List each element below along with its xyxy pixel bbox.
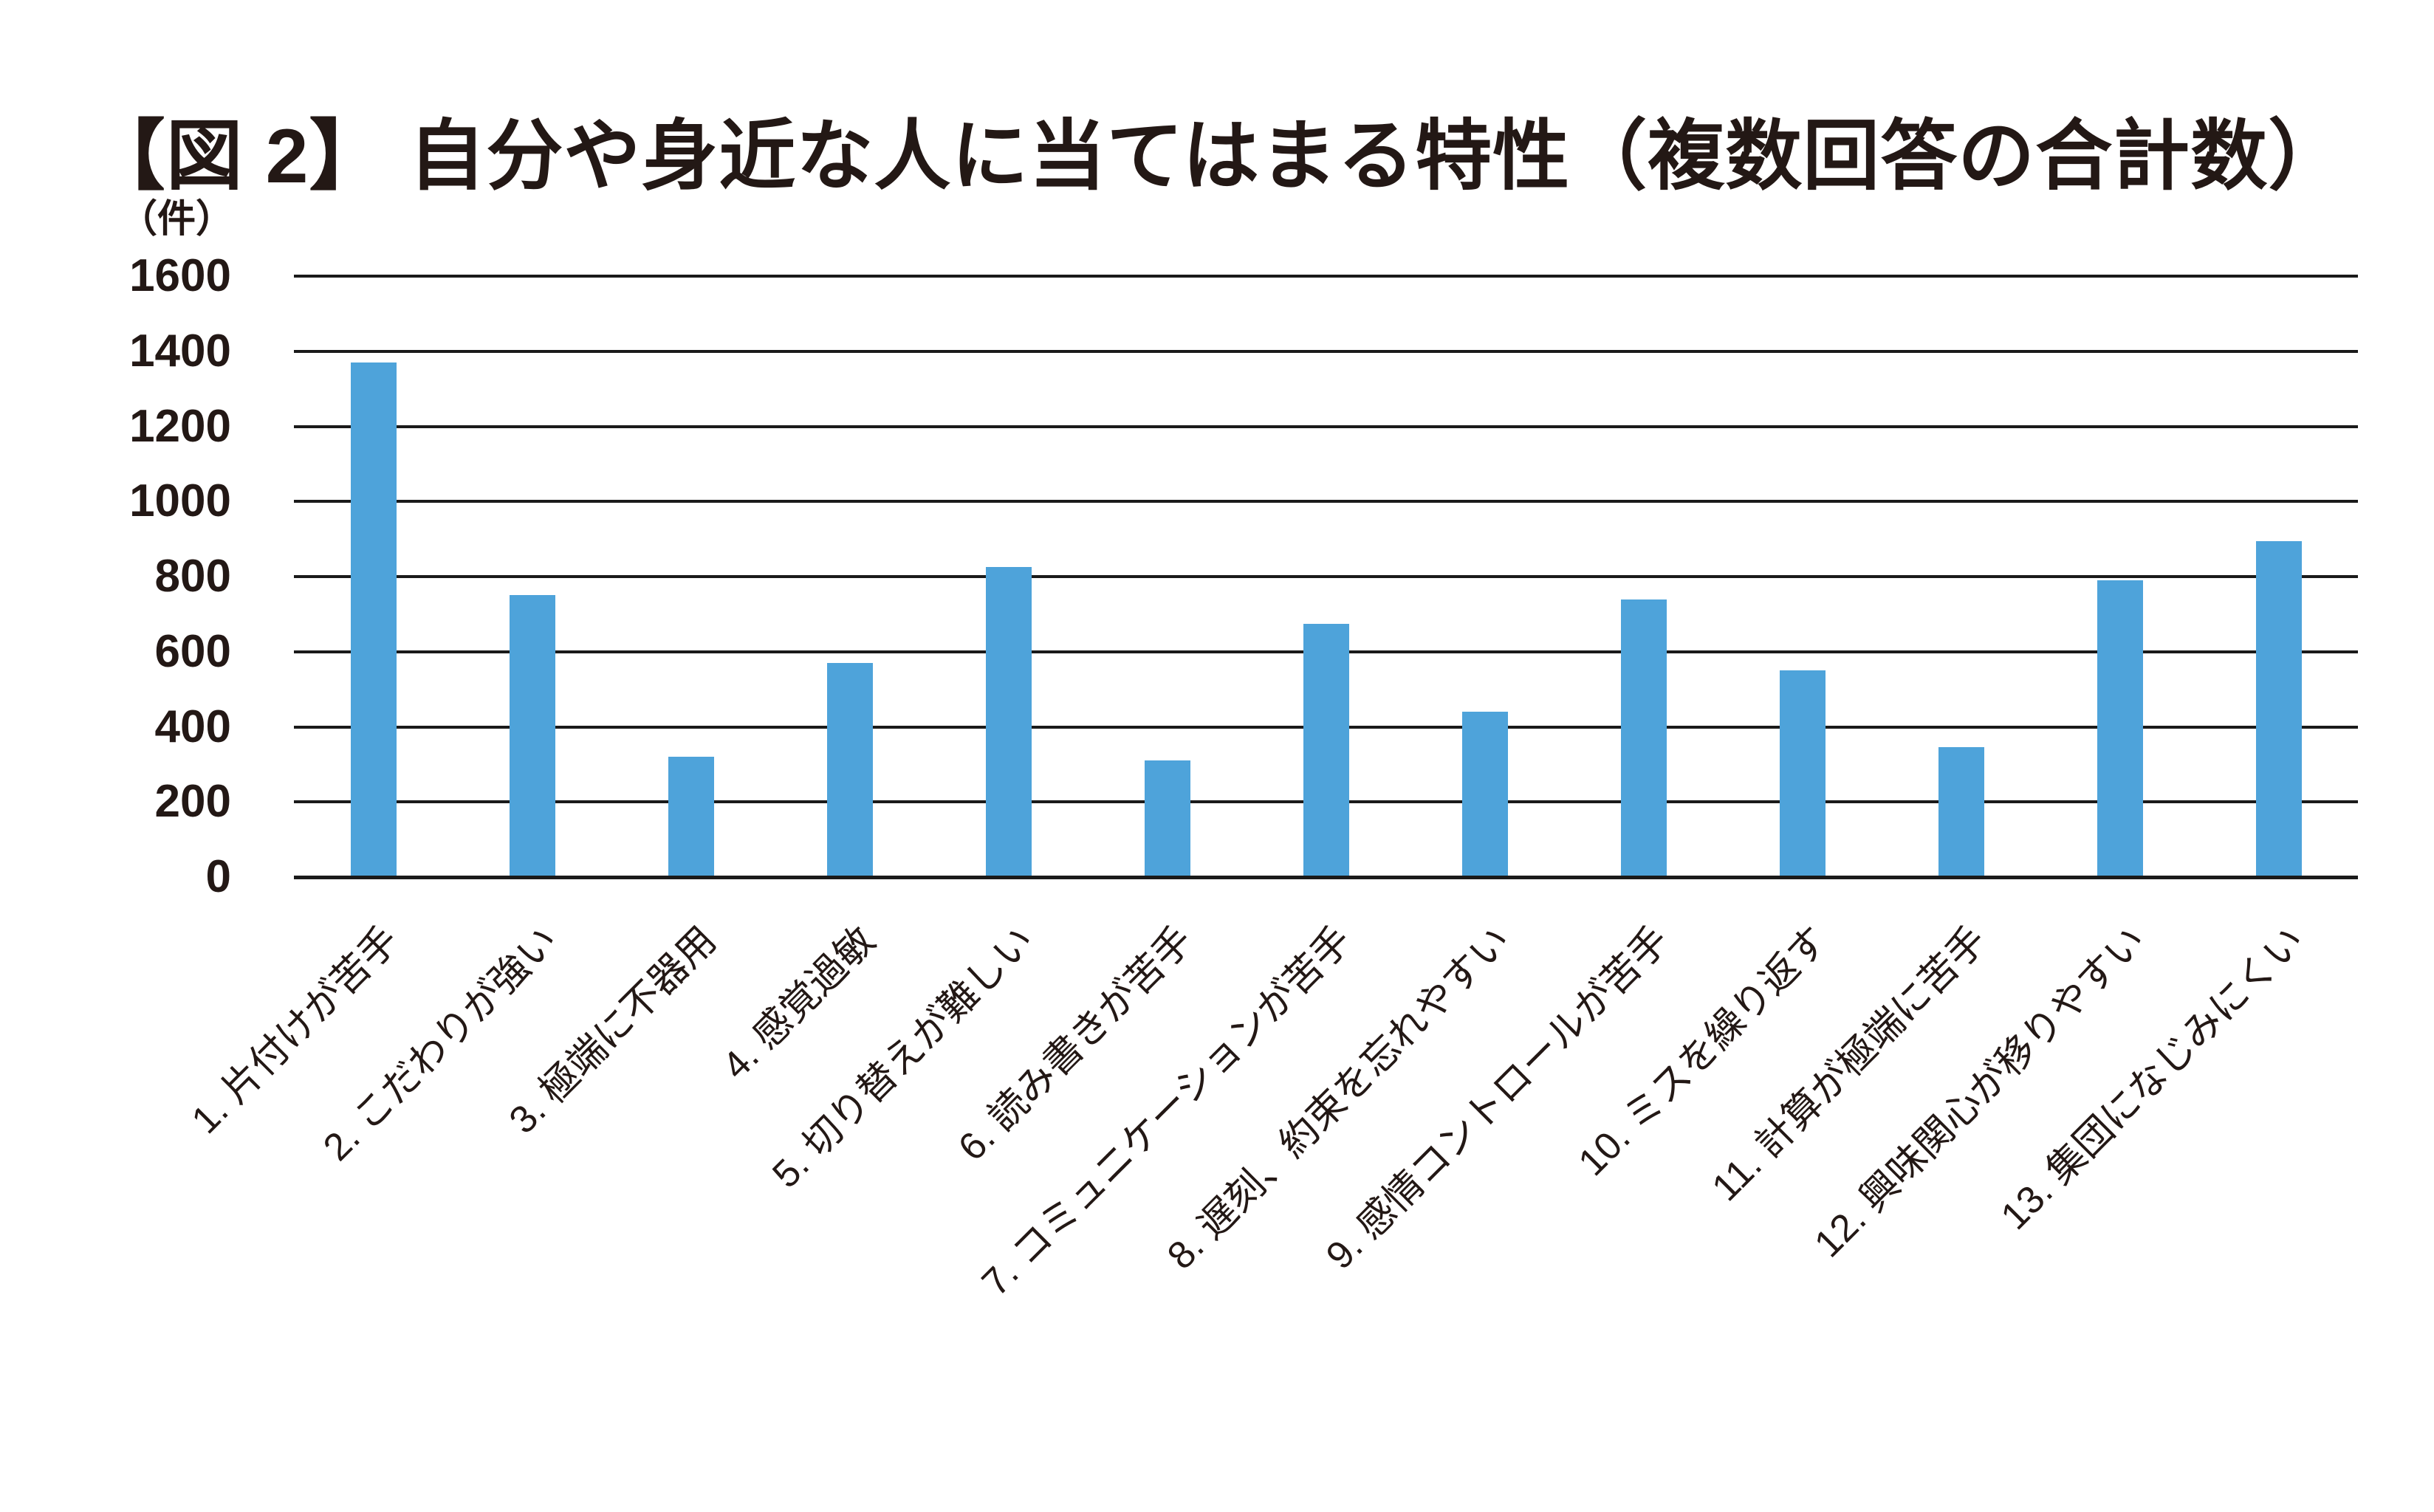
bar [2255,540,2302,877]
bar [1144,760,1190,877]
chart-title: 【図 2】 自分や身近な人に当てはまる特性（複数回答の合計数） [88,114,2346,199]
gridline [294,575,2358,578]
gridline [294,349,2358,353]
bar [350,362,397,877]
bar [1938,747,1984,877]
y-tick-label: 400 [154,701,231,752]
bar [2097,580,2143,877]
y-tick-label: 1200 [129,400,231,452]
bar [509,595,555,877]
y-tick-label: 800 [154,551,231,602]
gridline [294,275,2358,278]
y-tick-label: 1600 [129,250,231,301]
x-axis-line [294,876,2358,879]
y-tick-label: 200 [154,776,231,828]
bar [668,757,714,877]
y-tick-label: 1400 [129,325,231,377]
bar [1779,670,1826,877]
bar [985,567,1032,877]
bar [1303,623,1349,877]
bar [826,663,873,877]
bar [1620,599,1667,877]
y-tick-label: 0 [205,851,231,902]
y-tick-label: 600 [154,625,231,677]
gridline [294,425,2358,428]
y-tick-label: 1000 [129,475,231,527]
y-axis-unit-label: （件） [118,198,234,241]
bar [1461,712,1508,877]
gridline [294,500,2358,504]
